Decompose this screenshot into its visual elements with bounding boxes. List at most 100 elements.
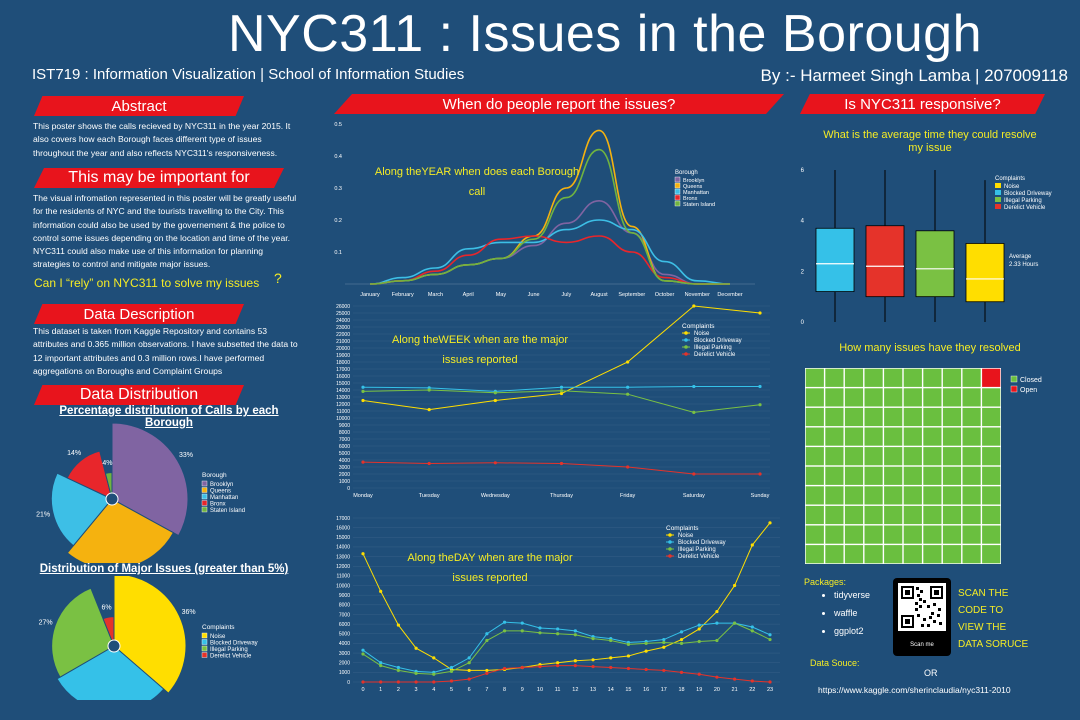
waffle-cell: [844, 545, 864, 564]
data-point: [449, 669, 454, 673]
y-tick-label: 5000: [339, 451, 350, 457]
x-tick-label: April: [463, 292, 474, 298]
x-tick-label: February: [392, 292, 414, 298]
legend-label: Illegal Parking: [678, 547, 716, 553]
y-tick-label: 2: [801, 269, 805, 275]
data-point: [591, 664, 595, 669]
legend-swatch: [995, 183, 1001, 188]
y-tick-label: 8000: [339, 603, 350, 609]
x-tick-label: 7: [485, 687, 488, 693]
data-point: [573, 633, 577, 637]
waffle-cell: [942, 545, 962, 564]
waffle-cell: [825, 486, 844, 505]
waffle-cell: [864, 545, 883, 564]
waffle-cell: [844, 525, 864, 544]
waffle-cell: [962, 447, 981, 466]
y-tick-label: 15000: [336, 381, 350, 387]
y-tick-label: 9000: [339, 423, 350, 429]
data-point: [679, 630, 684, 634]
data-point: [644, 641, 648, 646]
waffle-cell: [884, 486, 903, 505]
waffle-cell: [982, 525, 1001, 544]
waffle-cell: [864, 466, 883, 485]
waffle-cell: [884, 407, 903, 427]
data-point: [556, 632, 560, 636]
waffle-cell: [864, 525, 883, 544]
legend-label: Staten Island: [683, 202, 715, 208]
year-question: Along theYEAR when does each Borough cal…: [374, 166, 580, 198]
data-point: [692, 410, 696, 414]
data-point: [467, 677, 471, 681]
legend-swatch: [201, 480, 208, 487]
waffle-cell: [982, 505, 1001, 525]
y-tick-label: 14000: [336, 545, 350, 551]
y-tick-label: 2000: [339, 661, 350, 667]
data-point: [556, 661, 560, 665]
data-point: [591, 658, 595, 662]
data-point: [432, 680, 436, 684]
x-tick-label: 19: [696, 687, 702, 693]
data-point: [573, 659, 577, 663]
waffle-cell: [805, 525, 824, 544]
waffle-cell: [805, 427, 824, 446]
data-point: [662, 637, 666, 642]
waffle-cell: [942, 447, 962, 466]
data-point: [520, 665, 524, 670]
y-tick-label: 0.4: [334, 154, 342, 160]
legend-swatch: [201, 645, 208, 652]
borough-pie-title: Percentage distribution of Calls by each…: [59, 405, 279, 429]
x-tick-label: 3: [415, 687, 418, 693]
data-point: [758, 472, 762, 476]
legend-swatch: [201, 493, 208, 500]
y-tick-label: 0.5: [334, 122, 342, 128]
waffle-cell: [962, 368, 981, 387]
y-tick-label: 22000: [336, 332, 350, 338]
waffle-cell: [923, 407, 942, 427]
data-point: [715, 638, 719, 643]
waffle-cell: [825, 545, 844, 564]
pie-slice: [51, 587, 115, 678]
qr-module: [919, 605, 922, 608]
y-tick-label: 0: [801, 320, 805, 326]
data-point: [538, 626, 542, 630]
x-tick-label: Wednesday: [481, 493, 510, 499]
important-banner: This may be important for: [34, 168, 284, 188]
x-tick-label: 4: [432, 687, 435, 693]
data-point: [432, 672, 436, 676]
legend-label: Noise: [694, 331, 710, 337]
data-point: [427, 388, 431, 392]
data-point: [559, 391, 564, 396]
qr-code-card[interactable]: Scan me: [893, 578, 951, 656]
legend-label: Manhattan: [210, 495, 238, 501]
waffle-cell: [844, 486, 864, 505]
data-point: [467, 656, 471, 660]
pie-slice: [111, 422, 189, 537]
data-point: [538, 631, 542, 635]
waffle-cell: [805, 505, 824, 525]
avg-time-question: What is the average time they could reso…: [823, 129, 1037, 154]
data-point: [361, 680, 365, 684]
data-point: [414, 671, 418, 675]
legend-label: Blocked Driveway: [678, 540, 726, 546]
abstract-body: This poster shows the calls recieved by …: [33, 121, 291, 158]
scan-line: CODE TO: [958, 605, 1004, 616]
data-point: [449, 665, 454, 670]
box: [915, 230, 955, 298]
data-point: [502, 629, 507, 633]
legend-swatch: [995, 197, 1001, 202]
box: [965, 243, 1005, 303]
waffle-cell: [942, 525, 962, 544]
year-density-chart: 0.1 0.2 0.3 0.4 0.5 January February March April…: [334, 122, 755, 298]
y-tick-label: 12000: [336, 564, 350, 570]
reference-label: 2.33 Hours: [1009, 262, 1038, 268]
data-point: [467, 661, 471, 665]
waffle-cell: [962, 427, 981, 446]
course-subtitle: IST719 : Information Visualization | Sch…: [32, 66, 465, 83]
legend-label: Brooklyn: [210, 482, 233, 488]
data-point: [692, 472, 696, 476]
data-source-link[interactable]: https://www.kaggle.com/sherinclaudia/nyc…: [818, 685, 1011, 695]
waffle-cell: [884, 368, 903, 387]
reference-label: Average: [1009, 254, 1032, 260]
waffle-cell: [884, 427, 903, 446]
legend-swatch: [674, 194, 681, 201]
